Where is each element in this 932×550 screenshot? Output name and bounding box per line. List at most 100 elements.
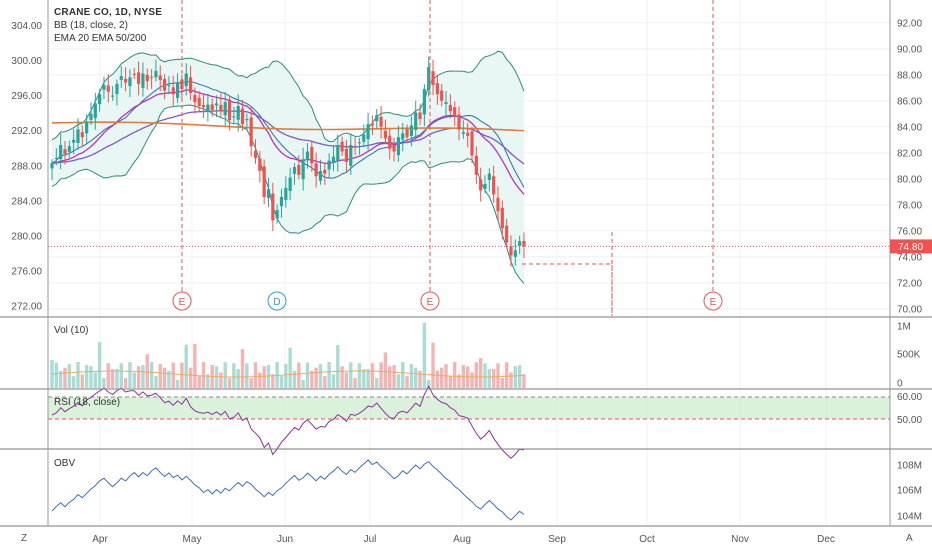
volume-bar xyxy=(201,362,206,388)
volume-bar xyxy=(517,365,522,388)
candle-body xyxy=(206,104,210,112)
candle-body xyxy=(85,121,89,134)
volume-bar xyxy=(262,366,266,388)
candle-body xyxy=(344,148,349,162)
volume-bar xyxy=(474,362,479,388)
volume-bar xyxy=(383,352,388,388)
rsi-label[interactable]: RSI (18, close) xyxy=(54,397,121,408)
volume-bar xyxy=(431,342,435,388)
right-axis-tick: 80.00 xyxy=(897,174,922,185)
candle-body xyxy=(349,145,353,166)
volume-bar xyxy=(396,374,401,388)
volume-bar xyxy=(435,370,440,388)
candle-body xyxy=(240,108,245,125)
volume-bar xyxy=(188,367,193,388)
volume-bar xyxy=(405,376,409,388)
zoom-toggle[interactable]: Z xyxy=(21,533,28,544)
volume-bar xyxy=(340,366,344,388)
volume-bar xyxy=(154,376,158,388)
volume-bar xyxy=(236,369,240,388)
volume-bar xyxy=(509,372,513,388)
candle-body xyxy=(63,149,67,155)
volume-bar xyxy=(110,369,115,388)
volume-bar xyxy=(89,366,93,388)
candle-body xyxy=(414,112,418,131)
volume-bar xyxy=(206,374,210,388)
obv-line xyxy=(51,459,525,521)
volume-bar xyxy=(292,370,297,388)
volume-bar xyxy=(353,378,357,388)
bb-basis-line xyxy=(51,81,525,188)
left-axis-tick: 284.00 xyxy=(11,196,42,207)
volume-bar xyxy=(448,376,453,388)
candles xyxy=(50,56,526,267)
symbol-title[interactable]: CRANE CO, 1D, NYSE xyxy=(54,7,163,18)
volume-bar xyxy=(106,363,110,388)
obv-pane: 104M 106M 108M xyxy=(51,459,922,523)
candle-body xyxy=(137,72,141,84)
candle-body xyxy=(427,67,431,91)
candle-body xyxy=(292,167,297,174)
volume-bar xyxy=(193,344,197,388)
volume-bar xyxy=(141,365,145,388)
candle-body xyxy=(67,146,71,152)
volume-bar xyxy=(504,362,509,388)
ema-indicator-label[interactable]: EMA 20 EMA 50/200 xyxy=(54,33,147,44)
volume-bar xyxy=(288,347,292,388)
candle-body xyxy=(141,73,145,89)
candle-body xyxy=(336,145,340,161)
right-axis-tick: 88.00 xyxy=(897,70,922,81)
candle-body xyxy=(115,83,119,94)
volume-bar xyxy=(171,362,175,388)
candle-body xyxy=(154,70,158,78)
bb-indicator-label[interactable]: BB (18, close, 2) xyxy=(54,20,128,31)
volume-bar xyxy=(500,377,505,388)
volume-bar xyxy=(253,362,258,388)
candle-body xyxy=(288,177,292,191)
volume-bar xyxy=(219,372,223,388)
x-axis-tick: Nov xyxy=(731,534,749,545)
candle-body xyxy=(162,79,167,91)
candle-body xyxy=(102,85,106,90)
candle-body xyxy=(370,123,375,126)
candle-body xyxy=(175,82,180,99)
candle-body xyxy=(305,151,310,161)
volume-bar xyxy=(414,367,418,388)
candle-body xyxy=(353,146,357,148)
volume-axis-tick: 0 xyxy=(897,379,903,390)
event-marker-label: E xyxy=(427,297,434,308)
candle-body xyxy=(253,150,258,158)
candle-body xyxy=(279,197,284,207)
auto-scale-toggle[interactable]: A xyxy=(906,533,913,544)
right-axis-tick: 72.00 xyxy=(897,278,922,289)
volume-bar xyxy=(132,372,136,388)
candle-body xyxy=(89,113,93,120)
volume-bar xyxy=(128,362,132,388)
volume-bar xyxy=(279,376,284,388)
candle-body xyxy=(188,77,193,93)
volume-bar xyxy=(336,345,340,388)
volume-axis-tick: 500K xyxy=(897,350,921,361)
obv-label[interactable]: OBV xyxy=(54,458,76,469)
candle-body xyxy=(340,141,344,152)
volume-bar xyxy=(63,367,67,388)
candle-body xyxy=(492,176,496,195)
candle-body xyxy=(509,246,513,256)
candle-body xyxy=(158,75,162,80)
x-axis-tick: Sep xyxy=(548,534,566,545)
candle-body xyxy=(327,160,331,170)
candle-body xyxy=(453,107,457,117)
candle-body xyxy=(470,131,474,156)
volume-bar xyxy=(249,378,253,388)
volume-bar xyxy=(158,364,162,388)
candle-body xyxy=(271,193,275,221)
candle-body xyxy=(518,241,522,246)
last-price-badge-text: 74.80 xyxy=(898,242,923,253)
volume-bar xyxy=(323,376,327,388)
candle-body xyxy=(323,169,327,174)
volume-label[interactable]: Vol (10) xyxy=(54,325,89,336)
candle-body xyxy=(193,94,197,103)
ema200-line xyxy=(51,121,525,132)
volume-axis-tick: 1M xyxy=(897,322,911,333)
